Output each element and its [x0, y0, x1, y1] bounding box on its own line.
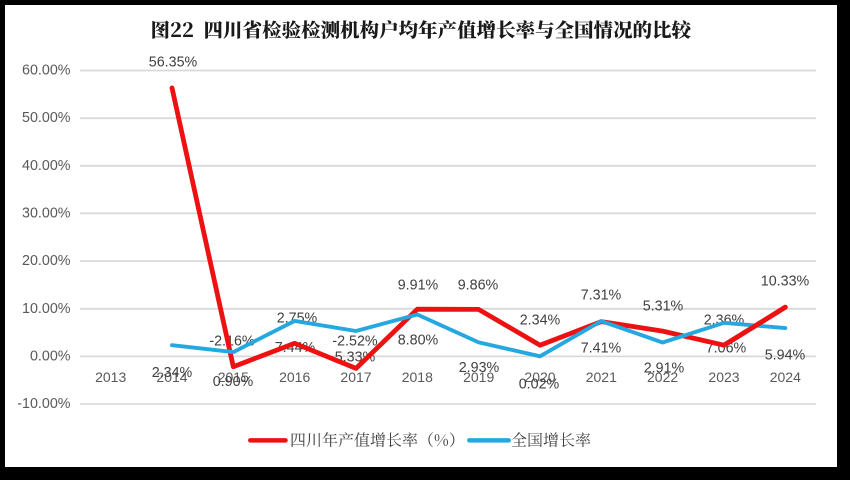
svg-text:2.34%: 2.34% [520, 313, 561, 329]
svg-text:2017: 2017 [340, 369, 371, 385]
svg-text:0.90%: 0.90% [213, 374, 254, 390]
svg-text:2019: 2019 [463, 369, 494, 385]
svg-text:2021: 2021 [586, 369, 617, 385]
svg-text:20.00%: 20.00% [22, 253, 71, 269]
svg-text:0.02%: 0.02% [519, 377, 560, 393]
svg-text:2.34%: 2.34% [152, 365, 193, 381]
svg-text:40.00%: 40.00% [22, 158, 71, 174]
svg-text:-2.16%: -2.16% [209, 334, 255, 350]
svg-text:7.31%: 7.31% [581, 288, 622, 304]
svg-text:2024: 2024 [770, 369, 801, 385]
svg-text:2013: 2013 [95, 369, 126, 385]
svg-text:7.44%: 7.44% [275, 340, 316, 356]
svg-text:9.91%: 9.91% [398, 278, 439, 294]
svg-text:2018: 2018 [402, 369, 433, 385]
svg-text:9.86%: 9.86% [458, 278, 499, 294]
svg-text:5.31%: 5.31% [643, 299, 684, 315]
svg-text:2.91%: 2.91% [644, 361, 685, 377]
svg-text:56.35%: 56.35% [149, 55, 198, 71]
svg-text:50.00%: 50.00% [22, 110, 71, 126]
svg-text:7.41%: 7.41% [581, 341, 622, 357]
svg-text:10.00%: 10.00% [22, 301, 71, 317]
svg-text:-2.52%: -2.52% [332, 334, 378, 350]
svg-text:2023: 2023 [708, 369, 739, 385]
svg-text:30.00%: 30.00% [22, 205, 71, 221]
svg-text:2016: 2016 [279, 369, 310, 385]
svg-text:2022: 2022 [647, 369, 678, 385]
svg-text:2.93%: 2.93% [459, 360, 500, 376]
svg-text:-10.00%: -10.00% [17, 396, 71, 412]
svg-text:2015: 2015 [218, 369, 249, 385]
svg-text:8.80%: 8.80% [398, 333, 439, 349]
svg-text:2020: 2020 [524, 369, 555, 385]
svg-text:0.00%: 0.00% [30, 348, 71, 364]
svg-text:60.00%: 60.00% [22, 63, 71, 79]
svg-text:10.33%: 10.33% [761, 274, 810, 290]
svg-text:2014: 2014 [156, 369, 187, 385]
svg-text:5.94%: 5.94% [765, 347, 806, 363]
